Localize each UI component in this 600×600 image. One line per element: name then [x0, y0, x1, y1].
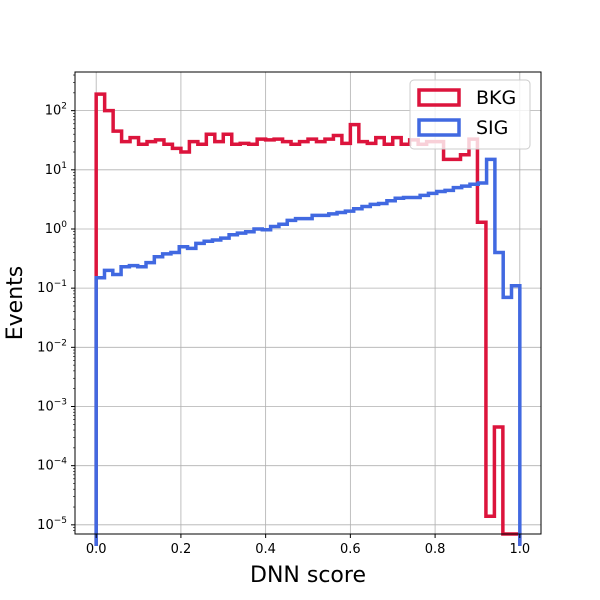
y-tick-mantissa: 10	[37, 518, 54, 533]
y-tick-mantissa: 10	[37, 459, 54, 474]
y-tick-exponent: 1	[61, 161, 67, 171]
y-tick-label: 10−5	[37, 516, 67, 533]
x-tick-label: 1.0	[509, 542, 530, 557]
y-tick-label: 100	[45, 220, 68, 237]
x-tick-label: 0.4	[255, 542, 276, 557]
legend-swatch-sig	[417, 118, 461, 137]
y-tick-exponent: −3	[54, 397, 67, 407]
legend: BKG SIG	[409, 79, 531, 150]
plot-frame	[74, 71, 542, 535]
y-tick-exponent: −4	[54, 457, 68, 467]
y-tick-exponent: −5	[54, 516, 67, 526]
series-bkg-step-line	[94, 92, 522, 546]
y-tick-exponent: −1	[54, 279, 67, 289]
x-axis-ticks: 0.0 0.2 0.4 0.6 0.8 1.0	[86, 534, 530, 557]
legend-label-sig: SIG	[476, 117, 508, 139]
x-tick-label: 0.8	[425, 542, 446, 557]
y-tick-mantissa: 10	[37, 399, 54, 414]
y-tick-mantissa: 10	[37, 281, 54, 296]
series-sig-step-line	[94, 157, 522, 546]
y-tick-mantissa: 10	[45, 222, 62, 237]
legend-swatch-bkg	[417, 88, 461, 107]
x-tick-label: 0.6	[340, 542, 361, 557]
x-axis-title: DNN score	[250, 563, 366, 588]
y-tick-label: 10−4	[37, 457, 67, 474]
y-axis-title: Events	[3, 266, 28, 341]
y-tick-exponent: −2	[54, 338, 67, 348]
y-tick-mantissa: 10	[37, 340, 54, 355]
grid	[75, 72, 541, 534]
y-tick-exponent: 2	[61, 102, 67, 112]
y-tick-label: 101	[45, 161, 67, 178]
y-tick-exponent: 0	[61, 220, 67, 230]
series-group	[94, 92, 522, 546]
x-tick-label: 0.2	[171, 542, 192, 557]
y-tick-label: 10−2	[37, 338, 67, 355]
legend-label-bkg: BKG	[476, 87, 516, 109]
x-tick-label: 0.0	[86, 542, 107, 557]
y-tick-label: 10−1	[37, 279, 67, 296]
legend-box	[409, 79, 531, 150]
y-tick-label: 102	[45, 102, 67, 119]
y-tick-mantissa: 10	[45, 104, 62, 119]
y-tick-mantissa: 10	[45, 163, 62, 178]
y-tick-label: 10−3	[37, 397, 67, 414]
